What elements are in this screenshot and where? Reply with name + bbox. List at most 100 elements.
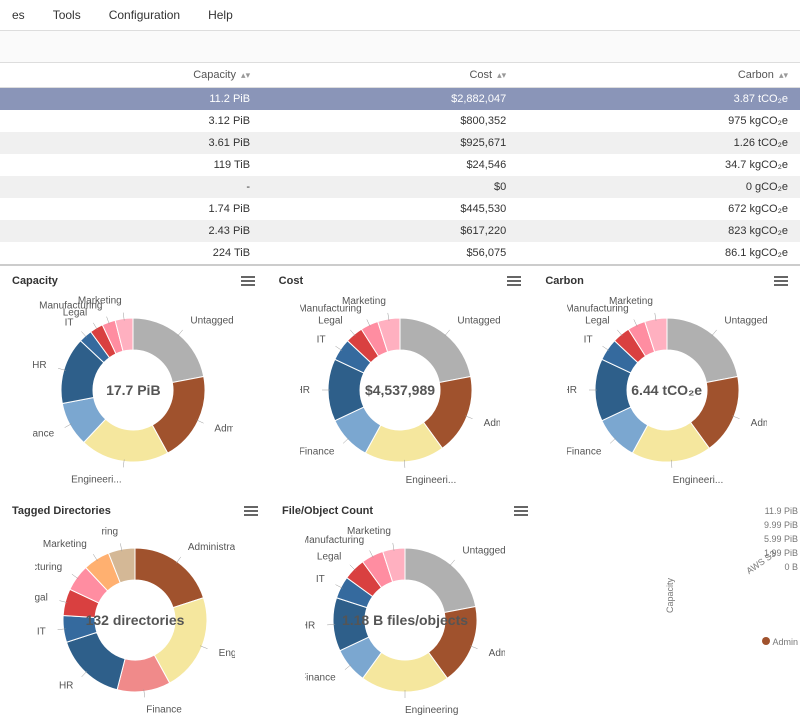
cell-carbon: 823 kgCO₂e — [518, 220, 800, 242]
cell-capacity: 119 TiB — [0, 154, 262, 176]
panel-file-object-count: File/Object Count Untagged Administration… — [270, 496, 540, 726]
table-row[interactable]: 3.12 PiB$800,352975 kgCO₂e — [0, 110, 800, 132]
cell-capacity: 11.2 PiB — [0, 88, 262, 111]
col-cost[interactable]: Cost ▴▾ — [262, 63, 518, 88]
slice-label: Untagged — [457, 316, 500, 327]
slice-label: Finance — [33, 428, 55, 439]
slice-label: Administration — [188, 542, 235, 553]
cell-capacity: - — [0, 176, 262, 198]
col-carbon[interactable]: Carbon ▴▾ — [518, 63, 800, 88]
slice-label: ring — [101, 527, 118, 538]
slice-label: HR — [33, 360, 47, 371]
col-capacity[interactable]: Capacity ▴▾ — [0, 63, 262, 88]
menu-tools[interactable]: Tools — [53, 8, 81, 22]
slice-label: Finance — [146, 704, 182, 715]
menu-help[interactable]: Help — [208, 8, 233, 22]
slice-label: IT — [65, 317, 74, 328]
slice-label: Engineeri... — [672, 475, 723, 486]
cell-carbon: 1.26 tCO₂e — [518, 132, 800, 154]
cell-cost: $56,075 — [262, 242, 518, 264]
table-row[interactable]: 224 TiB$56,07586.1 kgCO₂e — [0, 242, 800, 264]
slice-label: Finance — [567, 447, 602, 458]
slice-label: Legal — [318, 316, 342, 327]
panel-menu-icon[interactable] — [514, 504, 528, 518]
data-table: Capacity ▴▾Cost ▴▾Carbon ▴▾ 11.2 PiB$2,8… — [0, 63, 800, 264]
filter-bar — [0, 31, 800, 63]
slice-label: Engineering — [405, 705, 458, 716]
panel-cost: Cost UntaggedAdministrationEngineeri...F… — [267, 266, 534, 496]
slice-label: Marketing — [78, 296, 122, 307]
cell-cost: $2,882,047 — [262, 88, 518, 111]
cell-carbon: 0 gCO₂e — [518, 176, 800, 198]
slice-label: HR — [300, 385, 310, 396]
cell-carbon: 672 kgCO₂e — [518, 198, 800, 220]
cell-carbon: 3.87 tCO₂e — [518, 88, 800, 111]
panel-tagged-directories: Tagged Directories Administration Enginee… — [0, 496, 270, 726]
slice-label: Administration — [489, 648, 505, 659]
slice-label: HR — [305, 621, 315, 632]
cell-carbon: 975 kgCO₂e — [518, 110, 800, 132]
slice-label: Engineeri... — [71, 474, 122, 485]
table-row[interactable]: 1.74 PiB$445,530672 kgCO₂e — [0, 198, 800, 220]
cell-cost: $617,220 — [262, 220, 518, 242]
menu-es[interactable]: es — [12, 8, 25, 22]
slice-label: IT — [583, 334, 592, 345]
slice-Untagged[interactable] — [400, 318, 471, 383]
slice-label: Administration — [215, 423, 234, 434]
slice-label: Manufacturing — [35, 562, 62, 573]
slice-Untagged[interactable] — [133, 318, 204, 383]
charts-container: Capacity Untagged Administration Engineeri… — [0, 264, 800, 726]
table-row[interactable]: -$00 gCO₂e — [0, 176, 800, 198]
panel-title: Tagged Directories — [12, 505, 111, 517]
panel-menu-icon[interactable] — [241, 274, 255, 288]
menu-configuration[interactable]: Configuration — [109, 8, 180, 22]
slice-HR[interactable] — [67, 632, 126, 689]
slice-label: Untagged — [724, 316, 767, 327]
table-row[interactable]: 3.61 PiB$925,6711.26 tCO₂e — [0, 132, 800, 154]
cell-carbon: 34.7 kgCO₂e — [518, 154, 800, 176]
panel-title: Cost — [279, 275, 303, 287]
panel-title: File/Object Count — [282, 505, 373, 517]
axis-tick: 5.99 PiB — [542, 534, 798, 544]
slice-label: HR — [59, 681, 73, 692]
slice-Administration[interactable] — [135, 548, 203, 608]
slice-label: Marketing — [347, 526, 391, 537]
cell-cost: $445,530 — [262, 198, 518, 220]
cell-carbon: 86.1 kgCO₂e — [518, 242, 800, 264]
slice-Untagged[interactable] — [405, 548, 476, 613]
slice-label: Marketing — [609, 296, 653, 307]
axis-label: Capacity — [665, 578, 675, 613]
slice-label: Marketing — [342, 296, 386, 307]
panel-capacity: Capacity UntaggedAdministrationEngineeri… — [0, 266, 267, 496]
slice-label: HR — [567, 385, 577, 396]
slice-label: Finance — [300, 447, 335, 458]
slice-label: Legal — [585, 316, 609, 327]
slice-label: Engineering — [219, 648, 235, 659]
cell-cost: $800,352 — [262, 110, 518, 132]
table-row[interactable]: 119 TiB$24,54634.7 kgCO₂e — [0, 154, 800, 176]
slice-label: Legal — [35, 593, 48, 604]
slice-label: IT — [316, 574, 325, 585]
cell-capacity: 3.12 PiB — [0, 110, 262, 132]
cell-capacity: 2.43 PiB — [0, 220, 262, 242]
panel-menu-icon[interactable] — [244, 504, 258, 518]
panel-menu-icon[interactable] — [774, 274, 788, 288]
cell-capacity: 224 TiB — [0, 242, 262, 264]
axis-legend: Admin — [772, 637, 798, 647]
axis-tick: 9.99 PiB — [542, 520, 798, 530]
slice-label: Untagged — [462, 546, 505, 557]
table-row[interactable]: 2.43 PiB$617,220823 kgCO₂e — [0, 220, 800, 242]
slice-label: Administration — [484, 418, 500, 429]
panel-title: Carbon — [545, 275, 584, 287]
cell-capacity: 1.74 PiB — [0, 198, 262, 220]
cell-capacity: 3.61 PiB — [0, 132, 262, 154]
table-row[interactable]: 11.2 PiB$2,882,0473.87 tCO₂e — [0, 88, 800, 111]
panel-title: Capacity — [12, 275, 58, 287]
axis-panel: 11.9 PiB9.99 PiB5.99 PiB1.99 PiB0 BCapac… — [540, 496, 800, 726]
cell-cost: $24,546 — [262, 154, 518, 176]
slice-Untagged[interactable] — [667, 318, 738, 383]
menu-bar: es Tools Configuration Help — [0, 0, 800, 31]
panel-menu-icon[interactable] — [507, 274, 521, 288]
cell-cost: $0 — [262, 176, 518, 198]
panel-carbon: Carbon UntaggedAdministrationEngineeri..… — [533, 266, 800, 496]
